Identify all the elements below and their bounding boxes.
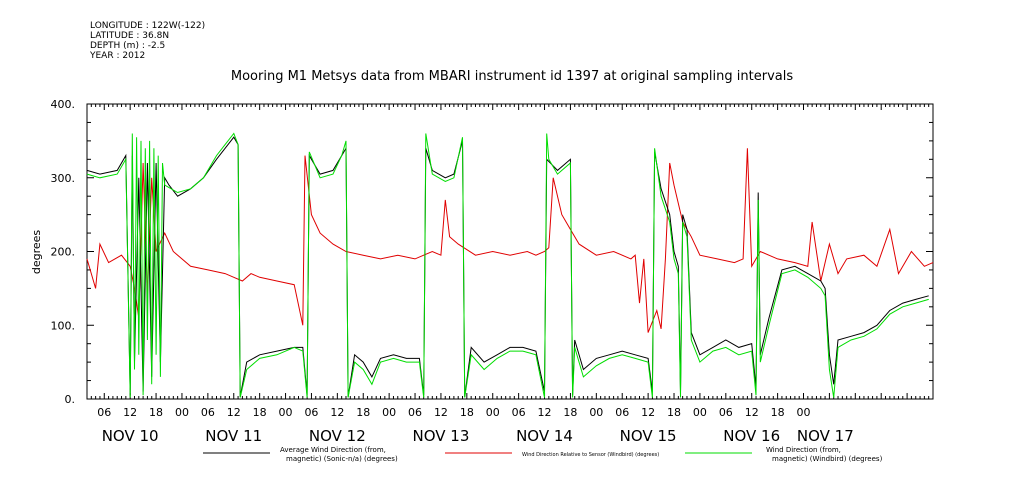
x-tick-label: 12 <box>123 406 137 419</box>
metadata-block: LONGITUDE : 122W(-122) LATITUDE : 36.8N … <box>90 21 205 61</box>
series-line-avg <box>86 136 929 397</box>
y-tick-label: 200. <box>51 246 76 259</box>
x-tick-label: 06 <box>615 406 629 419</box>
y-tick-label: 0. <box>65 393 76 406</box>
x-tick-label: 18 <box>149 406 163 419</box>
y-tick-label: 300. <box>51 172 76 185</box>
x-tick-label: 18 <box>253 406 267 419</box>
depth-text: DEPTH (m) : -2.5 <box>90 41 166 51</box>
legend-label-avg: Average Wind Direction (from, <box>280 446 386 454</box>
chart-title: Mooring M1 Metsys data from MBARI instru… <box>231 69 793 84</box>
day-label: NOV 14 <box>516 427 573 445</box>
longitude-text: LONGITUDE : 122W(-122) <box>90 21 206 31</box>
x-tick-label: 00 <box>589 406 603 419</box>
x-tick-label: 18 <box>563 406 577 419</box>
axis-ticks <box>86 103 934 400</box>
x-tick-label: 06 <box>97 406 111 419</box>
x-tick-label: 00 <box>797 406 811 419</box>
x-tick-label: 06 <box>408 406 422 419</box>
series-line-rel <box>86 148 934 333</box>
legend: Average Wind Direction (from,magnetic) (… <box>203 446 883 463</box>
legend-label-wb: magnetic) (Windbird) (degrees) <box>772 455 883 463</box>
day-label: NOV 11 <box>205 427 262 445</box>
x-tick-label: 18 <box>771 406 785 419</box>
x-tick-label: 06 <box>512 406 526 419</box>
x-tick-label: 18 <box>460 406 474 419</box>
day-labels: NOV 10 NOV 11 NOV 12 NOV 13 NOV 14 NOV 15 NOV … <box>102 427 854 445</box>
latitude-text: LATITUDE : 36.8N <box>90 31 170 41</box>
legend-label-wb: Wind Direction (from, <box>766 446 841 454</box>
x-tick-label: 12 <box>745 406 759 419</box>
day-label: NOV 17 <box>797 427 854 445</box>
day-label: NOV 16 <box>723 427 780 445</box>
x-tick-label: 00 <box>382 406 396 419</box>
x-tick-label: 12 <box>641 406 655 419</box>
x-tick-label: 00 <box>486 406 500 419</box>
y-axis-label: degrees <box>30 230 43 275</box>
x-tick-label: 12 <box>434 406 448 419</box>
x-tick-label: 12 <box>227 406 241 419</box>
x-tick-label: 12 <box>538 406 552 419</box>
legend-label-rel: Wind Direction Relative to Sensor (Windb… <box>522 452 659 458</box>
series-line-wb <box>86 132 929 398</box>
x-tick-label: 00 <box>175 406 189 419</box>
legend-label-avg: magnetic) (Sonic-n/a) (degrees) <box>286 455 398 463</box>
day-label: NOV 12 <box>309 427 366 445</box>
x-tick-label: 00 <box>693 406 707 419</box>
y-tick-label: 100. <box>51 319 76 332</box>
plot-frame <box>86 103 934 400</box>
day-label: NOV 10 <box>102 427 159 445</box>
y-tick-labels: 0. 100. 200. 300. 400. <box>51 98 76 406</box>
x-tick-label: 18 <box>356 406 370 419</box>
series-lines <box>86 132 934 398</box>
x-tick-label: 00 <box>279 406 293 419</box>
x-tick-label: 06 <box>304 406 318 419</box>
year-text: YEAR : 2012 <box>90 51 146 61</box>
y-tick-label: 400. <box>51 98 76 111</box>
x-tick-label: 12 <box>330 406 344 419</box>
x-tick-label: 06 <box>201 406 215 419</box>
x-tick-label: 06 <box>719 406 733 419</box>
day-label: NOV 15 <box>620 427 677 445</box>
x-tick-label: 18 <box>667 406 681 419</box>
day-label: NOV 13 <box>412 427 469 445</box>
x-tick-labels: 06 12 18 00 06 12 18 00 06 12 18 00 06 12 18 00 06 12 18 00… <box>97 406 810 419</box>
